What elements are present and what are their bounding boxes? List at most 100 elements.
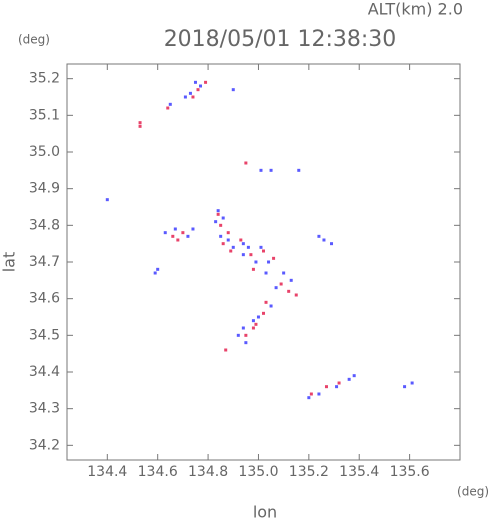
- echo-point: [196, 88, 200, 92]
- echo-point: [193, 80, 197, 84]
- echo-point: [294, 293, 298, 297]
- echo-point: [403, 385, 407, 389]
- x-unit: (deg): [457, 485, 489, 499]
- echo-point: [166, 106, 170, 110]
- echo-point: [251, 319, 255, 323]
- y-tick-label: 34.8: [29, 217, 60, 233]
- echo-point: [256, 315, 260, 319]
- echo-point: [251, 326, 255, 330]
- echo-point: [173, 227, 177, 231]
- echo-point: [239, 238, 243, 242]
- echo-point: [410, 381, 414, 385]
- echo-point: [262, 249, 265, 253]
- echo-point: [181, 231, 185, 235]
- echo-point: [231, 245, 235, 249]
- echo-point: [224, 348, 228, 352]
- echo-point: [219, 234, 223, 238]
- y-tick-label: 34.3: [29, 401, 60, 417]
- echo-point: [352, 374, 356, 378]
- plot-frame: [66, 63, 461, 461]
- echo-point: [347, 377, 351, 381]
- echo-point: [337, 381, 341, 385]
- echo-point: [229, 249, 233, 253]
- x-tick-label: 135.2: [289, 464, 329, 480]
- echo-point: [269, 168, 273, 172]
- echo-point: [188, 91, 192, 95]
- echo-point: [183, 95, 187, 99]
- echo-point: [191, 95, 195, 99]
- echo-point: [309, 392, 313, 396]
- echo-point: [264, 300, 268, 304]
- echo-point: [216, 212, 220, 216]
- echo-point: [244, 333, 248, 337]
- echo-point: [138, 124, 142, 128]
- echo-point: [251, 267, 255, 271]
- echo-point: [317, 234, 321, 238]
- echo-point: [199, 84, 203, 88]
- echo-point: [297, 168, 301, 172]
- y-tick-label: 35.2: [29, 71, 60, 87]
- echo-point: [191, 227, 195, 231]
- echo-point: [267, 260, 271, 264]
- echo-point: [259, 245, 263, 249]
- x-tick-label: 135.6: [390, 464, 430, 480]
- echo-point: [241, 326, 245, 330]
- echo-point: [216, 209, 220, 213]
- echo-point: [274, 286, 278, 290]
- echo-point: [282, 271, 286, 275]
- x-tick-label: 135.0: [238, 464, 278, 480]
- echo-point: [156, 267, 160, 271]
- echo-point: [254, 322, 258, 326]
- echo-point: [204, 80, 208, 84]
- echo-point: [249, 253, 253, 257]
- echo-point: [254, 260, 258, 264]
- echo-point: [241, 242, 245, 246]
- y-tick-label: 35.0: [29, 144, 60, 160]
- echo-point: [287, 289, 291, 293]
- x-tick-label: 134.8: [188, 464, 228, 480]
- echo-point: [244, 161, 248, 165]
- echo-point: [279, 282, 283, 286]
- echo-point: [264, 271, 268, 275]
- echo-point: [105, 198, 109, 202]
- echo-point: [272, 256, 276, 260]
- x-axis-label: lon: [253, 503, 277, 521]
- y-axis-label: lat: [0, 252, 19, 273]
- echo-point: [176, 238, 180, 242]
- altitude-label: ALT(km) 2.0: [368, 0, 463, 19]
- echo-point: [226, 238, 230, 242]
- echo-point: [221, 242, 225, 246]
- y-tick-label: 34.2: [29, 437, 60, 453]
- chart-title: 2018/05/01 12:38:30: [164, 27, 397, 52]
- echo-point: [244, 341, 248, 345]
- y-tick-label: 34.7: [29, 254, 60, 270]
- x-tick-label: 135.4: [339, 464, 379, 480]
- y-tick-label: 34.5: [29, 327, 60, 343]
- echo-point: [324, 385, 328, 389]
- x-tick-label: 134.4: [87, 464, 127, 480]
- echo-point: [219, 223, 223, 227]
- echo-point: [262, 311, 265, 315]
- echo-point: [335, 385, 339, 389]
- y-unit: (deg): [18, 33, 50, 47]
- echo-point: [138, 121, 142, 125]
- echo-point: [186, 234, 190, 238]
- echo-point: [322, 238, 326, 242]
- echo-point: [330, 242, 334, 246]
- echo-point: [307, 396, 311, 400]
- y-tick-label: 34.9: [29, 181, 60, 197]
- echo-point: [168, 102, 172, 106]
- echo-point: [236, 333, 240, 337]
- echo-point: [214, 220, 218, 224]
- echo-point: [221, 216, 225, 220]
- x-tick-label: 134.6: [138, 464, 178, 480]
- echo-point: [226, 231, 230, 235]
- echo-point: [153, 271, 157, 275]
- echo-point: [171, 234, 175, 238]
- echo-point: [259, 168, 263, 172]
- echo-point: [317, 392, 321, 396]
- echo-point: [269, 304, 273, 308]
- y-tick-label: 35.1: [29, 107, 60, 123]
